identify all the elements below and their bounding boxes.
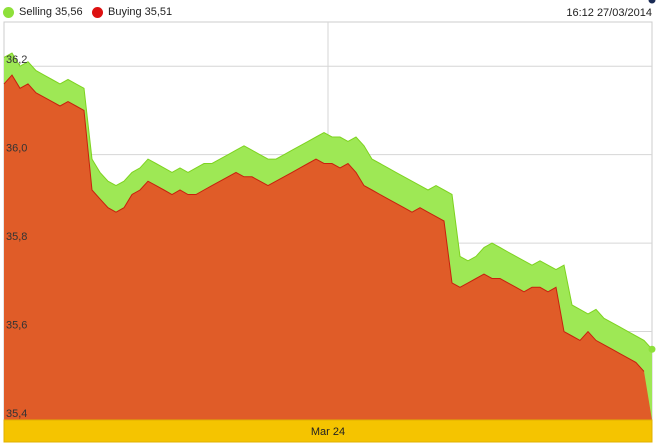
x-tick-label: Mar 24 <box>311 426 345 438</box>
x-axis-band <box>3 419 653 443</box>
selling-dot-icon <box>3 6 14 18</box>
y-tick-label: 36,0 <box>6 143 27 155</box>
y-tick-label: 35,4 <box>6 408 27 420</box>
buying-line <box>3 74 645 372</box>
buying-area <box>4 75 652 420</box>
legend-selling[interactable]: Selling 35,56 <box>3 6 83 18</box>
legend-bar: Selling 35,56 Buying 35,51 16:12 27/03/2… <box>0 0 656 24</box>
legend-buying-label: Buying <box>108 6 142 18</box>
legend-buying-value: 35,51 <box>144 6 173 18</box>
legend-buying[interactable]: Buying 35,51 <box>92 6 172 18</box>
legend-selling-value: 35,56 <box>55 6 83 18</box>
buying-dot-icon <box>92 6 103 18</box>
legend-selling-label: Selling <box>19 6 53 18</box>
y-tick-label: 35,8 <box>6 231 27 243</box>
buying-last-point <box>648 0 656 4</box>
y-tick-label: 35,6 <box>6 320 27 332</box>
selling-line <box>3 52 653 350</box>
timestamp: 16:12 27/03/2014 <box>566 7 652 19</box>
y-tick-label: 36,2 <box>6 54 27 66</box>
selling-last-point <box>648 345 656 353</box>
